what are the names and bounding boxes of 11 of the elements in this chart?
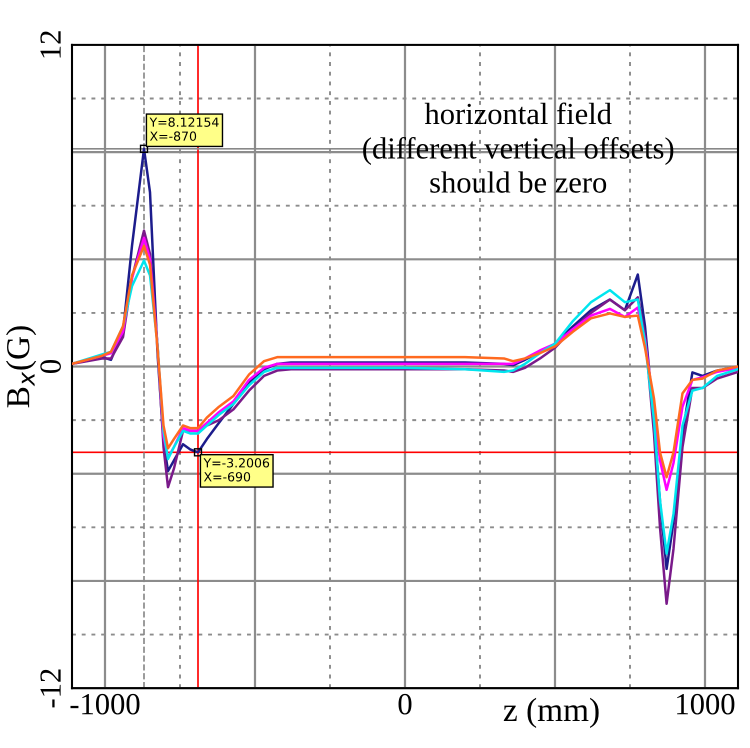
annotation: horizontal field (different vertical offsets) should be zero <box>363 102 674 193</box>
x-tick-label: 0 <box>398 694 412 715</box>
y-axis-title: B$_{x}$(G) <box>6 326 36 408</box>
y-tick-label: 12 <box>40 31 61 58</box>
x-tick-label: -1000 <box>70 694 140 715</box>
y-tick-label: -12 <box>40 669 61 708</box>
y-tick-label: 0 <box>40 360 61 373</box>
annotation: Y=-3.2006 X=-690 <box>204 458 270 482</box>
x-tick-label: 1000 <box>677 694 734 715</box>
annotation: Y=8.12154 X=-870 <box>150 117 219 141</box>
x-axis-title: z (mm) <box>504 698 599 728</box>
